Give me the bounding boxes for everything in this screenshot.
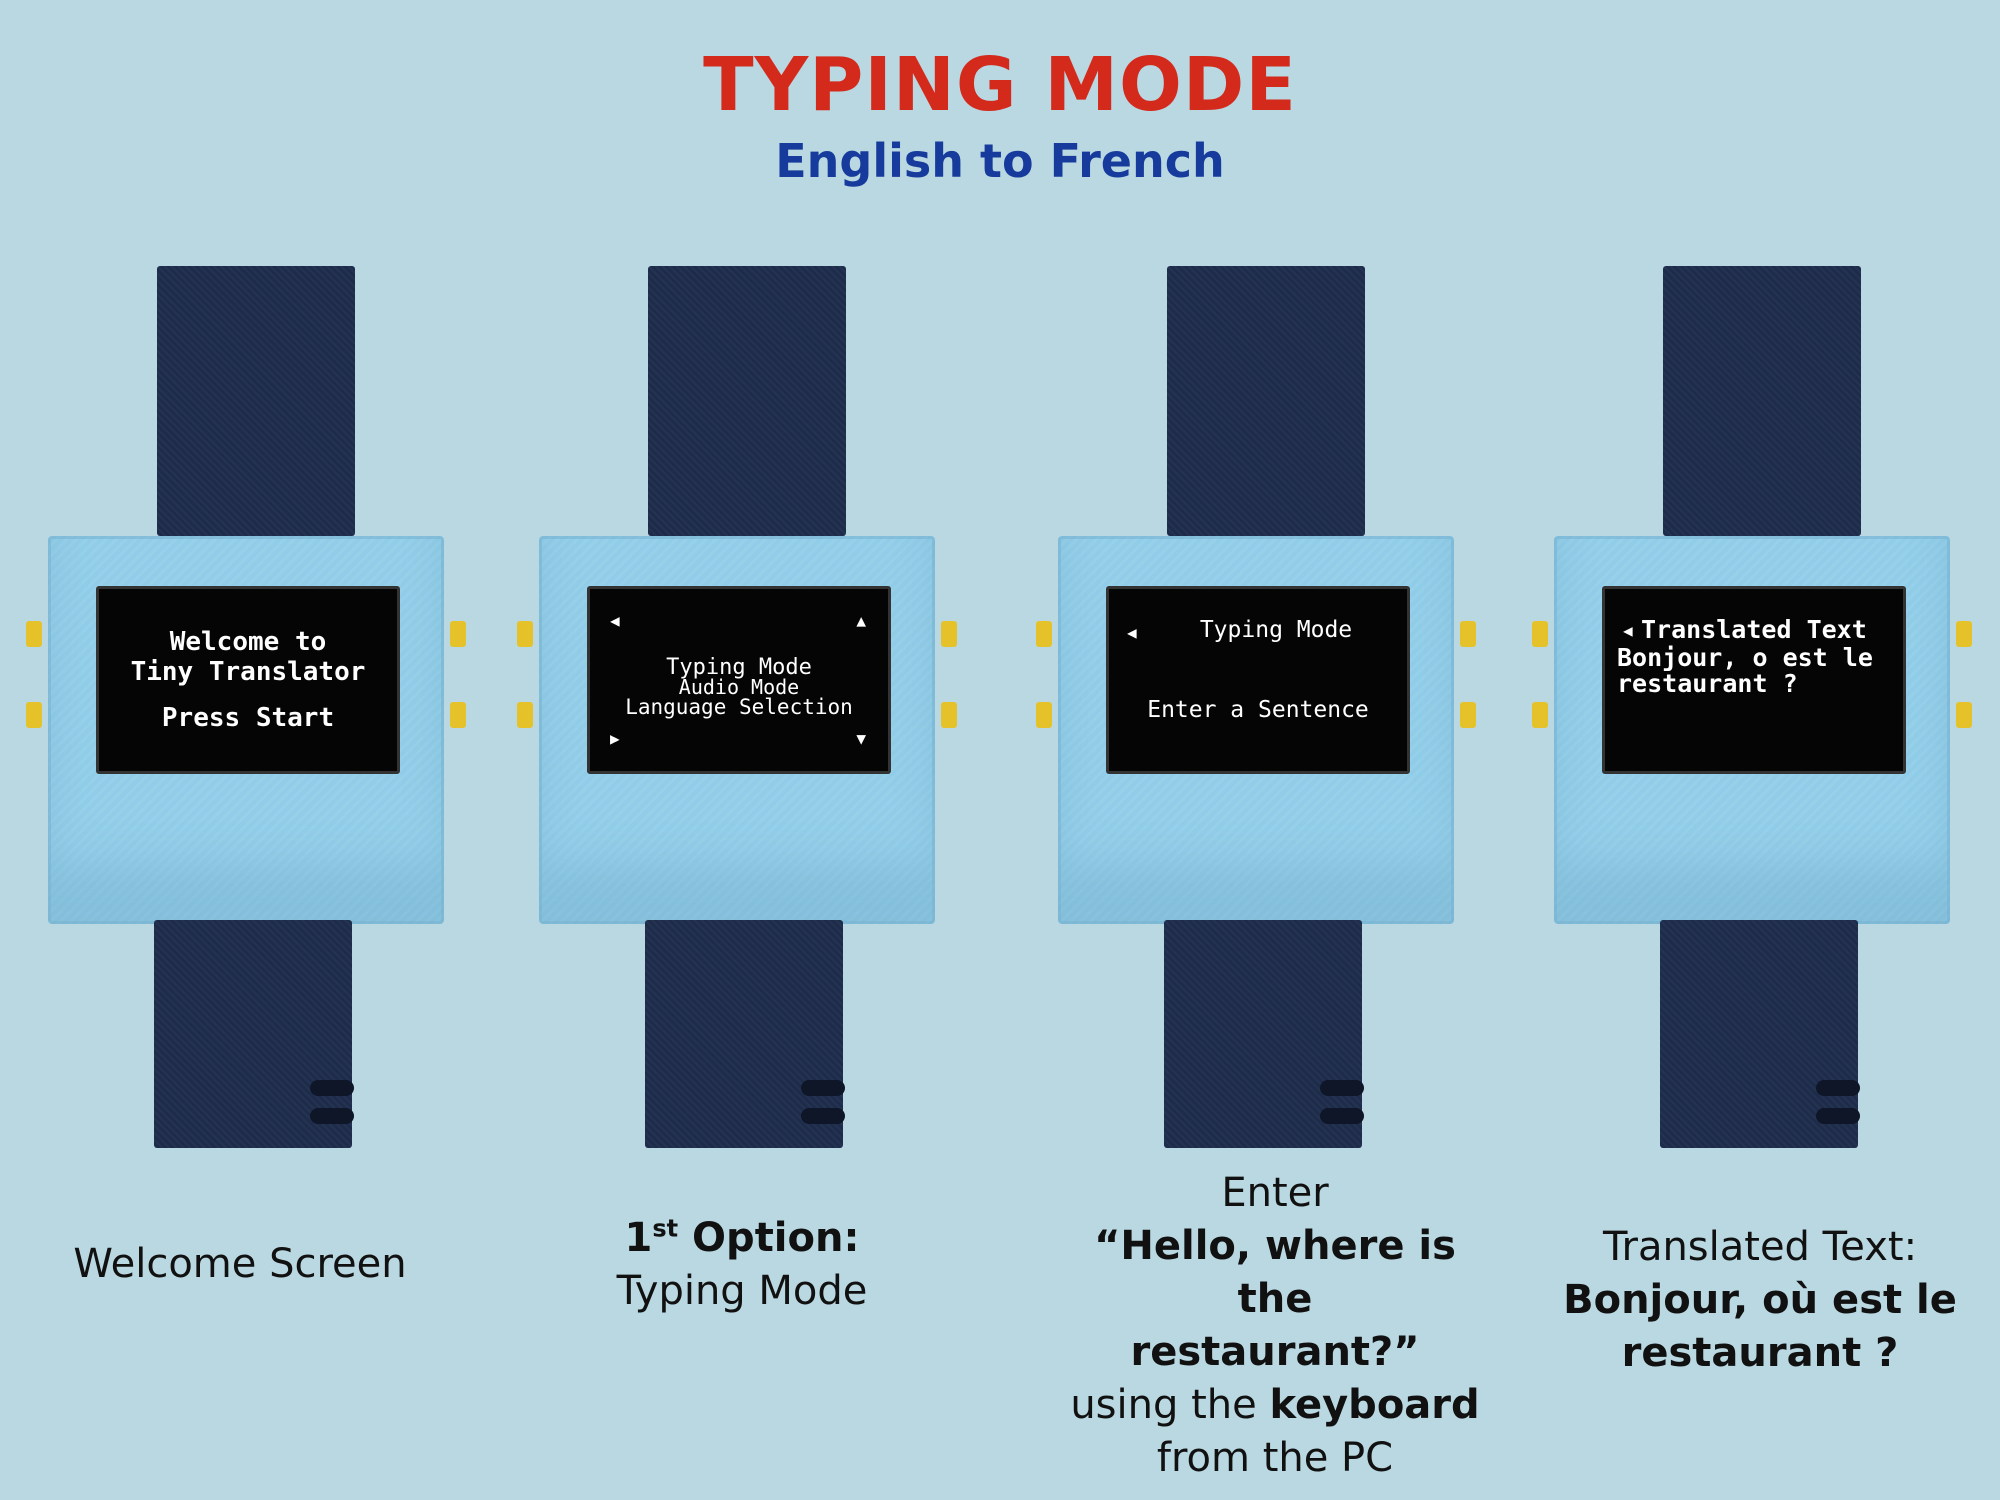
back-arrow-icon: ◀ <box>1127 623 1137 642</box>
caption-translated-bold-1: Bonjour, où est le <box>1563 1277 1957 1323</box>
caption-enter-line1: Enter <box>1221 1170 1329 1216</box>
caption-translated-bold-2: restaurant ? <box>1621 1330 1899 1376</box>
side-button-left-top[interactable] <box>517 621 533 647</box>
menu-item-language: Language Selection <box>625 695 853 719</box>
side-button-left-bottom[interactable] <box>517 702 533 728</box>
side-button-left-bottom[interactable] <box>1532 702 1548 728</box>
typing-prompt: Enter a Sentence <box>1147 697 1369 723</box>
caption-option-sup: st <box>652 1214 679 1243</box>
caption-welcome-text: Welcome Screen <box>73 1241 407 1287</box>
strap-hole <box>310 1108 354 1124</box>
caption-welcome: Welcome Screen <box>20 1238 460 1291</box>
watch-case: ◀ Typing Mode Enter a Sentence <box>1036 536 1476 924</box>
translated-line-1: Bonjour, o est le <box>1617 643 1873 672</box>
side-button-right-top[interactable] <box>450 621 466 647</box>
side-button-left-top[interactable] <box>1036 621 1052 647</box>
welcome-line-3: Press Start <box>161 703 335 733</box>
watch-strap-bottom <box>154 920 354 1148</box>
caption-translated-line1: Translated Text: <box>1602 1224 1918 1270</box>
page-subtitle: English to French <box>775 134 1225 188</box>
strap-hole <box>801 1108 845 1124</box>
watch-menu: ◀ ▲ ▶ ▼ Typing Mode Audio Mode Language … <box>517 266 957 1148</box>
watch-case: ◀ Translated Text Bonjour, o est le rest… <box>1532 536 1972 924</box>
watch-strap-bottom <box>645 920 845 1148</box>
watch-welcome: Welcome to Tiny Translator Press Start <box>26 266 466 1148</box>
strap-hole <box>310 1080 354 1096</box>
back-arrow-icon: ◀ <box>1623 621 1633 640</box>
watch-strap-top <box>157 266 355 536</box>
side-button-left-top[interactable] <box>1532 621 1548 647</box>
strap-hole <box>1816 1080 1860 1096</box>
side-button-right-bottom[interactable] <box>1956 702 1972 728</box>
welcome-line-1: Welcome to <box>169 627 327 657</box>
left-arrow-icon: ◀ <box>610 611 620 630</box>
caption-enter-using: using the <box>1070 1382 1270 1428</box>
watch-strap-top <box>1167 266 1365 536</box>
side-button-left-bottom[interactable] <box>26 702 42 728</box>
down-arrow-icon: ▼ <box>856 729 866 748</box>
strap-hole <box>1320 1108 1364 1124</box>
watch-case: ◀ ▲ ▶ ▼ Typing Mode Audio Mode Language … <box>517 536 957 924</box>
welcome-line-2: Tiny Translator <box>130 657 366 687</box>
side-button-right-top[interactable] <box>1956 621 1972 647</box>
side-button-right-top[interactable] <box>1460 621 1476 647</box>
caption-enter: Enter “Hello, where is the restaurant?” … <box>1055 1167 1495 1485</box>
strap-hole <box>1816 1108 1860 1124</box>
caption-translated: Translated Text: Bonjour, où est le rest… <box>1540 1221 1980 1380</box>
side-button-left-bottom[interactable] <box>1036 702 1052 728</box>
typing-title: Typing Mode <box>1199 617 1353 643</box>
oled-screen: ◀ Typing Mode Enter a Sentence <box>1106 586 1410 774</box>
translated-line-2: restaurant ? <box>1617 669 1798 698</box>
watch-strap-top <box>648 266 846 536</box>
watch-strap-bottom <box>1164 920 1364 1148</box>
up-arrow-icon: ▲ <box>856 611 866 630</box>
page-title: TYPING MODE <box>703 42 1297 128</box>
menu-item-audio: Audio Mode <box>678 675 800 699</box>
oled-screen: Welcome to Tiny Translator Press Start <box>96 586 400 774</box>
oled-screen: ◀ ▲ ▶ ▼ Typing Mode Audio Mode Language … <box>587 586 891 774</box>
caption-enter-quote-1: “Hello, where is the <box>1094 1223 1456 1322</box>
menu-item-typing: Typing Mode <box>666 655 812 680</box>
side-button-left-top[interactable] <box>26 621 42 647</box>
caption-enter-quote-2: restaurant?” <box>1130 1329 1420 1375</box>
strap-hole <box>801 1080 845 1096</box>
side-button-right-bottom[interactable] <box>1460 702 1476 728</box>
caption-option-text: Typing Mode <box>616 1268 868 1314</box>
watch-strap-bottom <box>1660 920 1860 1148</box>
watch-translated: ◀ Translated Text Bonjour, o est le rest… <box>1532 266 1972 1148</box>
caption-enter-last: from the PC <box>1156 1435 1394 1481</box>
watch-typing: ◀ Typing Mode Enter a Sentence <box>1036 266 1476 1148</box>
side-button-right-top[interactable] <box>941 621 957 647</box>
caption-enter-keyboard: keyboard <box>1269 1382 1480 1428</box>
caption-option: 1st Option: Typing Mode <box>522 1212 962 1318</box>
caption-option-num: 1 <box>624 1215 653 1261</box>
caption-option-label: Option: <box>678 1215 860 1261</box>
watch-case: Welcome to Tiny Translator Press Start <box>26 536 466 924</box>
translated-title: Translated Text <box>1641 615 1867 644</box>
watch-strap-top <box>1663 266 1861 536</box>
strap-hole <box>1320 1080 1364 1096</box>
side-button-right-bottom[interactable] <box>450 702 466 728</box>
side-button-right-bottom[interactable] <box>941 702 957 728</box>
right-arrow-icon: ▶ <box>610 729 620 748</box>
oled-screen: ◀ Translated Text Bonjour, o est le rest… <box>1602 586 1906 774</box>
